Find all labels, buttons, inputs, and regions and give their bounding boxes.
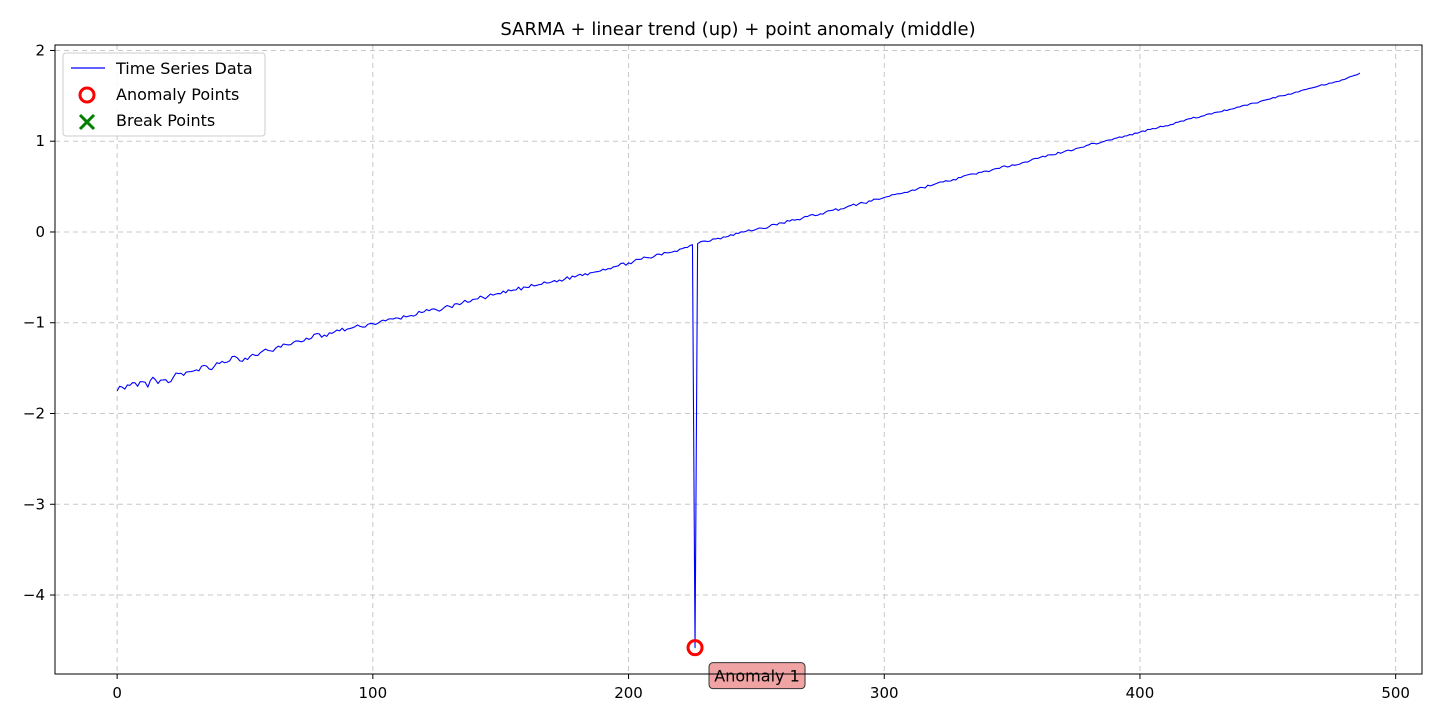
legend-label-anomaly: Anomaly Points — [116, 85, 239, 104]
legend-label-series: Time Series Data — [115, 59, 253, 78]
y-tick-label: −4 — [23, 586, 45, 604]
y-tick-label: 1 — [35, 132, 45, 150]
x-tick-label: 100 — [359, 684, 388, 702]
series-line — [116, 72, 1361, 649]
axis-ticks: 0 100 200 300 400 500 2 1 0 −1 −2 −3 −4 — [23, 41, 1410, 702]
x-tick-label: 500 — [1381, 684, 1410, 702]
chart-title: SARMA + linear trend (up) + point anomal… — [500, 19, 975, 40]
anomaly-point — [686, 639, 704, 657]
legend-circle-icon — [78, 86, 96, 104]
plot-frame — [54, 44, 1423, 675]
y-tick-label: −1 — [23, 314, 45, 332]
y-tick-label: −3 — [23, 495, 45, 513]
anomaly-label: Anomaly 1 — [714, 667, 799, 686]
x-tick-label: 300 — [870, 684, 899, 702]
legend-x-icon — [78, 113, 96, 131]
y-tick-label: −2 — [23, 405, 45, 423]
grid — [55, 45, 1422, 674]
series-layer — [116, 72, 1361, 649]
anomaly-label-box — [708, 662, 806, 690]
x-tick-label: 200 — [614, 684, 643, 702]
y-tick-label: 0 — [35, 223, 45, 241]
x-tick-label: 400 — [1126, 684, 1155, 702]
legend-box — [62, 52, 266, 137]
y-tick-label: 2 — [35, 41, 45, 59]
x-tick-label: 0 — [112, 684, 122, 702]
legend: Time Series Data Anomaly Points Break Po… — [62, 52, 266, 137]
anomaly-layer: Anomaly 1 — [686, 639, 806, 690]
legend-label-break: Break Points — [116, 111, 215, 130]
